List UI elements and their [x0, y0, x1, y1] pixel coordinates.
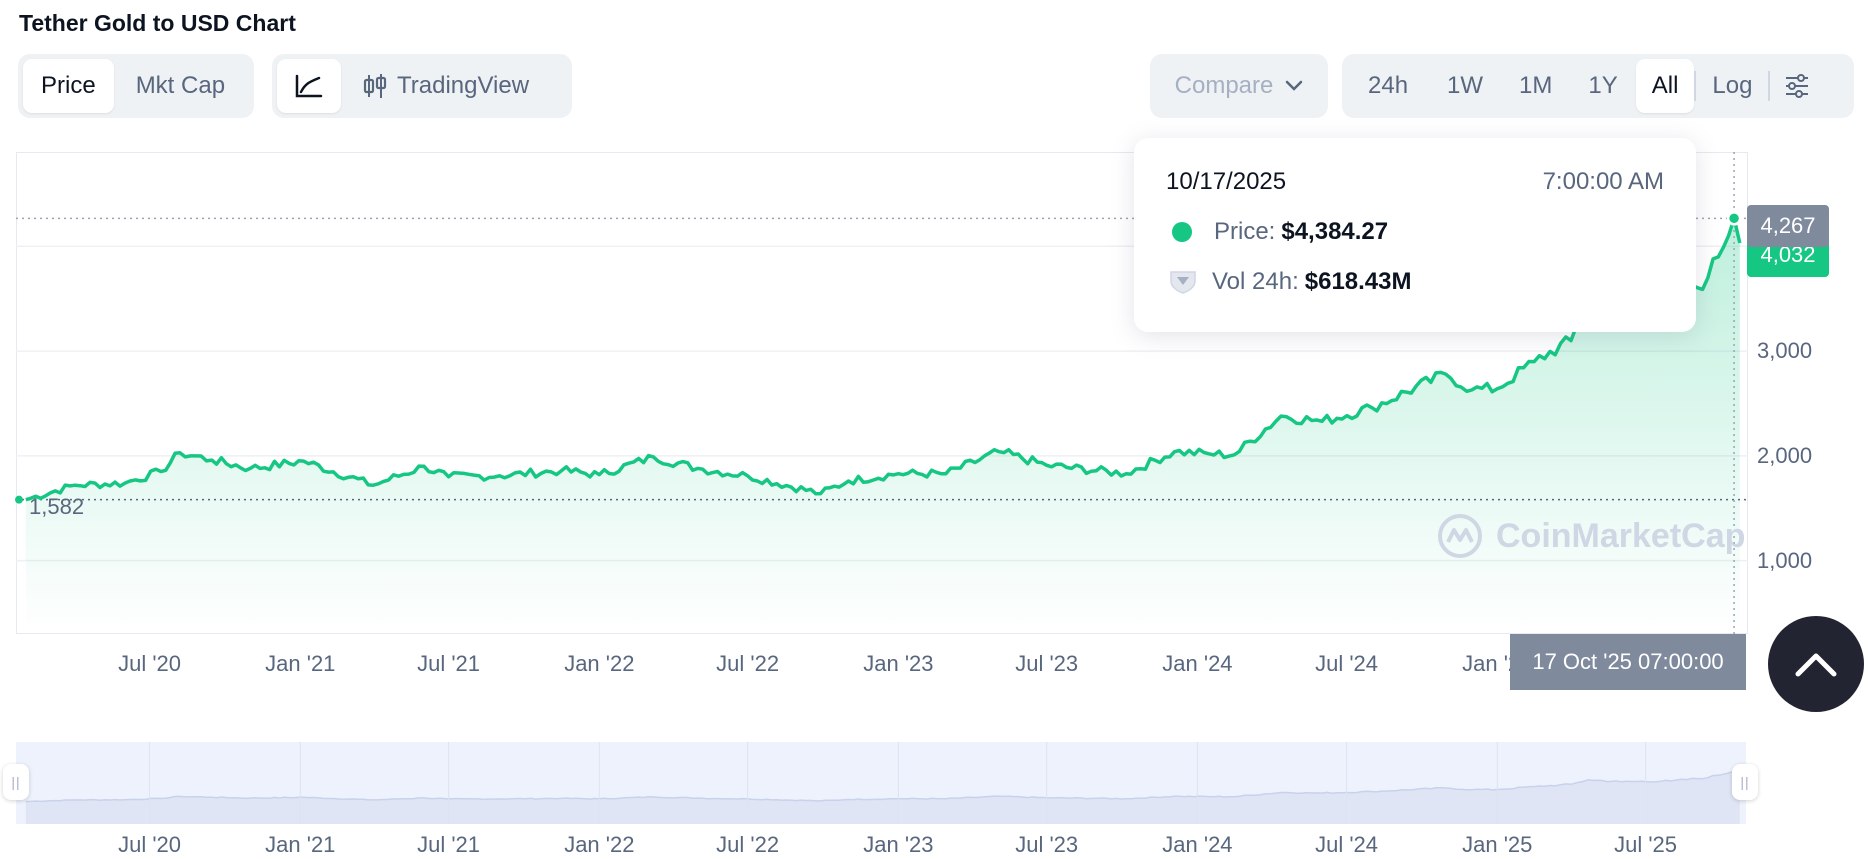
range-1m-label: 1M [1519, 72, 1553, 99]
range-1y-label: 1Y [1588, 72, 1618, 99]
navigator-tick-label: Jan '22 [564, 832, 635, 857]
price-line [25, 216, 1742, 502]
range-1w[interactable]: 1W [1429, 59, 1501, 113]
range-1y[interactable]: 1Y [1570, 59, 1635, 113]
settings-divider [1768, 71, 1771, 101]
tab-mkt-cap[interactable]: Mkt Cap [118, 59, 243, 113]
start-value-label: 1,582 [29, 494, 85, 519]
x-tick-label: Jan '21 [265, 651, 336, 676]
compare-label: Compare [1174, 72, 1274, 99]
navigator-tick-label: Jan '25 [1462, 832, 1533, 857]
volume-shield-icon [1170, 271, 1196, 294]
navigator-tick-label: Jul '22 [716, 832, 780, 857]
navigator-tick-label: Jul '21 [417, 832, 481, 857]
navigator-line [25, 770, 1741, 803]
tooltip-vol-value: $618.43M [1304, 268, 1412, 295]
scroll-to-top-button[interactable] [1768, 616, 1864, 712]
tooltip-time: 7:00:00 AM [1542, 168, 1664, 195]
range-1m[interactable]: 1M [1501, 59, 1570, 113]
price-area [25, 218, 1740, 635]
x-tick-label: Jul '20 [118, 651, 181, 676]
start-point [15, 495, 23, 504]
page-title: Tether Gold to USD Chart [19, 10, 296, 36]
navigator-right-handle[interactable]: || [1732, 764, 1758, 800]
candlestick-icon [363, 74, 387, 98]
tooltip-price-value: $4,384.27 [1281, 218, 1389, 245]
hover-point [1726, 211, 1742, 226]
navigator-tick-label: Jul '20 [118, 832, 181, 857]
tooltip-vol-label: Vol 24h: [1212, 268, 1299, 295]
navigator-tick-label: Jul '25 [1614, 832, 1678, 857]
coinmarketcap-watermark: CoinMarketCap [1436, 512, 1745, 560]
x-tick-label: Jul '24 [1315, 651, 1378, 676]
tab-price[interactable]: Price [23, 59, 114, 113]
x-tick-label: Jul '22 [716, 651, 780, 676]
x-tick-label: Jul '23 [1015, 651, 1079, 676]
tooltip-price-label: Price: [1214, 218, 1276, 245]
y-tick-label: 1,000 [1757, 547, 1813, 573]
tab-price-label: Price [41, 72, 96, 99]
range-all[interactable]: All [1635, 59, 1695, 113]
view-toggle: Price Mkt Cap [18, 54, 254, 118]
chevron-down-icon [1286, 80, 1303, 91]
range-selector: 24h 1W 1M 1Y All Log [1342, 54, 1854, 118]
price-tooltip: 10/17/2025 7:00:00 AM Price: $4,384.27 V… [1134, 138, 1696, 332]
log-scale-toggle[interactable]: Log [1696, 59, 1768, 113]
hover-price-badge: 4,267 [1747, 205, 1829, 247]
x-tick-label: Jan '22 [564, 651, 635, 676]
range-all-label: All [1651, 72, 1679, 99]
tab-mkt-cap-label: Mkt Cap [135, 72, 226, 99]
navigator-tick-label: Jan '24 [1162, 832, 1233, 857]
tradingview-label: TradingView [397, 72, 530, 99]
navigator-tick-label: Jul '23 [1015, 832, 1079, 857]
range-24h-label: 24h [1368, 72, 1409, 99]
tradingview-button[interactable]: TradingView [345, 59, 547, 113]
compare-dropdown[interactable]: Compare [1150, 54, 1328, 118]
chart-settings-button[interactable] [1770, 59, 1824, 113]
watermark-text: CoinMarketCap [1496, 516, 1746, 555]
navigator-tick-label: Jan '23 [863, 832, 934, 857]
coinmarketcap-logo-icon [1438, 514, 1482, 558]
line-chart-button[interactable] [277, 59, 341, 113]
y-tick-label: 2,000 [1757, 442, 1813, 468]
range-divider [1694, 71, 1697, 101]
navigator-area [25, 771, 1740, 824]
range-24h[interactable]: 24h [1347, 59, 1429, 113]
line-chart-icon [295, 74, 323, 98]
crosshair-date-label: 17 Oct '25 07:00:00 [1510, 634, 1746, 690]
y-tick-label: 3,000 [1757, 338, 1813, 364]
x-tick-label: Jan '23 [863, 651, 934, 676]
navigator-tick-label: Jul '24 [1315, 832, 1378, 857]
navigator-left-handle[interactable]: || [3, 764, 29, 800]
log-label: Log [1712, 72, 1753, 99]
chart-type-toggle: TradingView [272, 54, 572, 118]
x-tick-label: Jul '21 [417, 651, 481, 676]
navigator-tick-label: Jan '21 [265, 832, 336, 857]
chevron-up-icon [1795, 653, 1837, 677]
range-1w-label: 1W [1447, 72, 1484, 99]
settings-sliders-icon [1786, 74, 1809, 98]
price-dot-icon [1172, 222, 1192, 242]
x-tick-label: Jan '24 [1162, 651, 1233, 676]
tooltip-date: 10/17/2025 [1166, 168, 1287, 195]
